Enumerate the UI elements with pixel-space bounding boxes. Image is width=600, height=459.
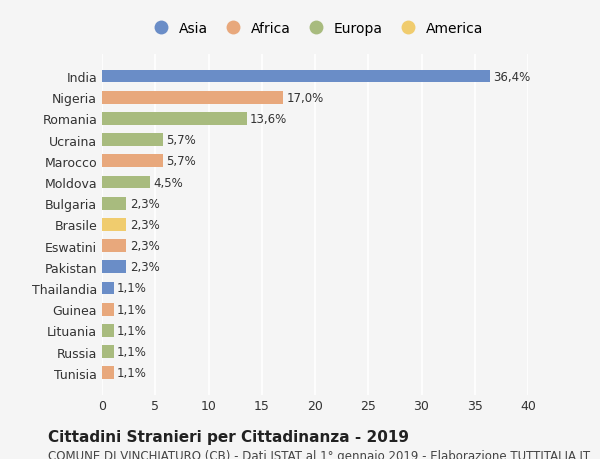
Text: COMUNE DI VINCHIATURO (CB) - Dati ISTAT al 1° gennaio 2019 - Elaborazione TUTTIT: COMUNE DI VINCHIATURO (CB) - Dati ISTAT … [48,449,590,459]
Text: 1,1%: 1,1% [117,324,147,337]
Text: 1,1%: 1,1% [117,366,147,380]
Text: 2,3%: 2,3% [130,197,160,210]
Bar [102,176,150,189]
Text: 2,3%: 2,3% [130,240,160,252]
Text: 5,7%: 5,7% [166,155,196,168]
Bar [102,92,283,104]
Bar [102,261,127,274]
Bar [102,113,247,125]
Bar [102,367,114,379]
Text: 2,3%: 2,3% [130,261,160,274]
Text: 1,1%: 1,1% [117,345,147,358]
Text: 36,4%: 36,4% [493,70,530,84]
Text: 4,5%: 4,5% [153,176,183,189]
Bar [102,325,114,337]
Bar [102,134,163,147]
Legend: Asia, Africa, Europa, America: Asia, Africa, Europa, America [143,18,487,40]
Text: Cittadini Stranieri per Cittadinanza - 2019: Cittadini Stranieri per Cittadinanza - 2… [48,429,409,444]
Bar [102,218,127,231]
Bar [102,71,490,83]
Text: 17,0%: 17,0% [286,91,323,105]
Text: 1,1%: 1,1% [117,282,147,295]
Text: 5,7%: 5,7% [166,134,196,147]
Bar [102,303,114,316]
Bar [102,197,127,210]
Bar [102,346,114,358]
Text: 13,6%: 13,6% [250,112,287,126]
Text: 1,1%: 1,1% [117,303,147,316]
Bar [102,282,114,295]
Text: 2,3%: 2,3% [130,218,160,231]
Bar [102,240,127,252]
Bar [102,155,163,168]
